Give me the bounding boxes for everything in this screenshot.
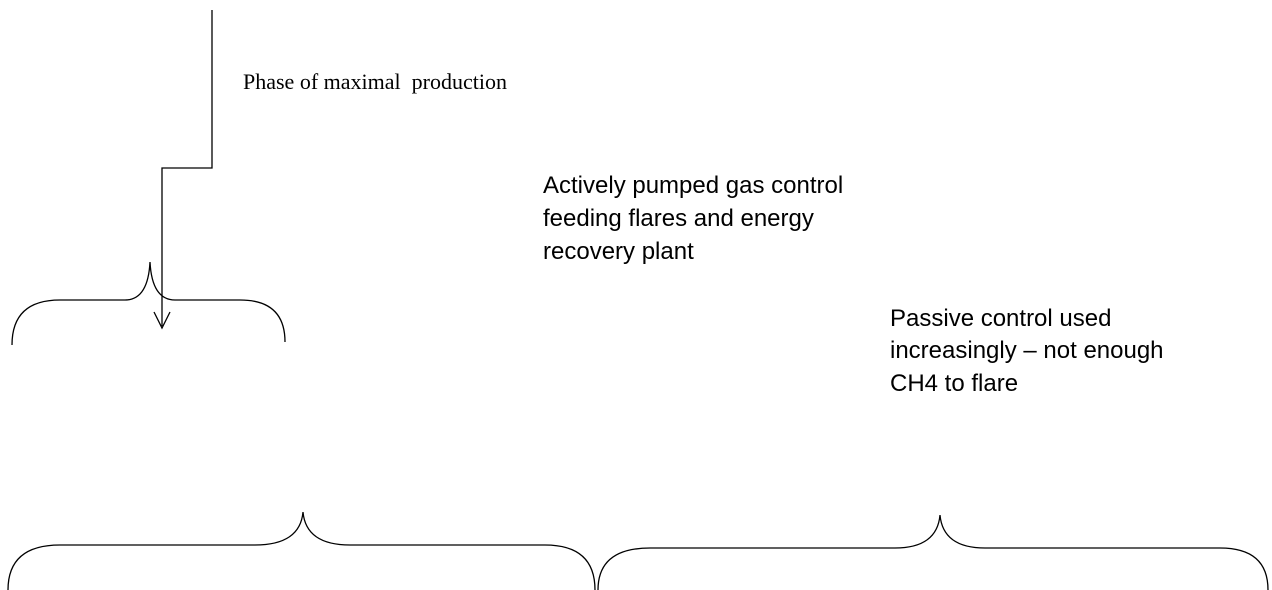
label-text: feeding flares and energy xyxy=(543,205,814,232)
label-text: Actively pumped gas control xyxy=(543,172,843,199)
bottom-left-brace xyxy=(7,511,596,590)
top-brace xyxy=(11,261,286,346)
bottom-right-brace xyxy=(597,514,1269,590)
arrow-head xyxy=(153,311,171,330)
label-text: Phase of maximal production xyxy=(243,69,507,94)
connector-line xyxy=(161,10,213,326)
label-text: increasingly – not enough xyxy=(890,337,1164,364)
label-text: recovery plant xyxy=(543,238,694,265)
label-text: CH4 to flare xyxy=(890,370,1018,397)
label-text: Passive control used xyxy=(890,305,1111,332)
